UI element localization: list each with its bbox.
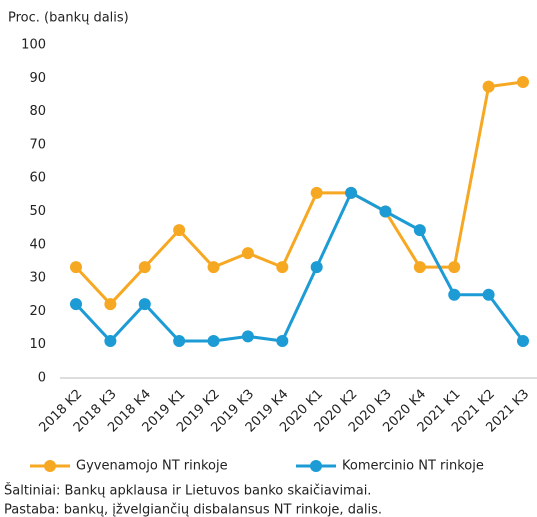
point [310, 261, 323, 274]
legend-marker [44, 460, 56, 472]
point [276, 335, 289, 348]
point [207, 335, 220, 348]
y-axis-label: Proc. (bankų dalis) [8, 11, 129, 26]
legend-label: Komercinio NT rinkoje [342, 459, 484, 474]
y-tick-label: 10 [29, 337, 46, 352]
point [173, 224, 186, 237]
point [276, 261, 289, 274]
point [104, 298, 117, 311]
point [173, 335, 186, 348]
y-tick-label: 70 [29, 137, 46, 152]
y-tick-label: 20 [29, 304, 46, 319]
point [517, 335, 529, 348]
y-tick-label: 60 [29, 171, 46, 186]
y-tick-label: 30 [29, 271, 46, 286]
legend-label: Gyvenamojo NT rinkoje [76, 459, 228, 474]
point [379, 205, 392, 218]
note: Pastaba: bankų, įžvelgiančių disbalansus… [4, 503, 382, 517]
y-tick-label: 100 [21, 38, 46, 53]
point [345, 186, 358, 199]
y-tick-label: 90 [29, 71, 46, 86]
point [482, 288, 495, 301]
point [413, 224, 426, 237]
series-line [74, 190, 525, 344]
y-tick-label: 50 [29, 204, 46, 219]
y-tick-label: 0 [38, 371, 46, 386]
point [70, 261, 82, 274]
point [517, 75, 529, 88]
y-tick-label: 80 [29, 104, 46, 119]
point [207, 261, 220, 274]
point [413, 261, 426, 274]
point [448, 261, 461, 274]
source-note: Šaltiniai: Bankų apklausa ir Lietuvos ba… [4, 483, 371, 499]
point [138, 298, 151, 311]
point [70, 298, 82, 311]
point [241, 330, 254, 343]
point [241, 247, 254, 260]
point [310, 186, 323, 199]
point [104, 335, 117, 348]
point [138, 261, 151, 274]
legend-marker [310, 460, 322, 472]
point [448, 288, 461, 301]
y-tick-label: 40 [29, 237, 46, 252]
point [482, 80, 495, 93]
